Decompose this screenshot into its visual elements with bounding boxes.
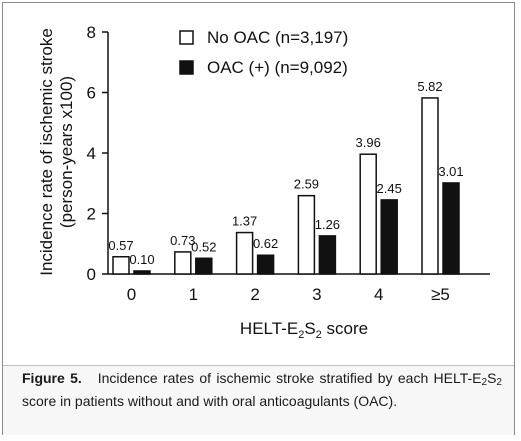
x-axis-label-sub2: 2: [316, 329, 322, 341]
data-label: 0.52: [191, 239, 216, 254]
caption-sub-1: 2: [481, 377, 488, 388]
data-label: 3.96: [356, 135, 381, 150]
y-tick-label: 0: [87, 265, 96, 284]
data-label: 5.82: [417, 79, 442, 94]
x-tick-label: 0: [127, 285, 136, 304]
bars: 0.570.10 0.730.52 1.37 0.62 2.59 1.26 3.96 2.45…: [108, 79, 464, 275]
bar-no-oac: [235, 231, 254, 275]
figure-label: Figure 5.: [22, 370, 82, 386]
bar-oac: [195, 257, 213, 275]
data-label: 2.45: [377, 181, 402, 196]
caption-text-3: score in patients without and with oral …: [22, 393, 398, 409]
bar-chart: 0 2 4 6 8 0 1 2 3 4 ≥5 0.570.10 0.730.52 1.37 0.62 2.…: [37, 23, 490, 341]
caption-text-2: S: [487, 370, 497, 386]
x-tick-label: 3: [312, 285, 321, 304]
legend: No OAC (n=3,197) OAC (+) (n=9,092): [179, 28, 348, 77]
data-label: 0.57: [108, 238, 133, 253]
caption-background: [3, 365, 514, 435]
data-label: 3.01: [438, 164, 463, 179]
x-axis: 0 1 2 3 4 ≥5: [108, 273, 490, 304]
bar-oac: [442, 182, 460, 275]
bar-no-oac: [421, 97, 439, 275]
figure-caption: Figure 5. Incidence rates of ischemic st…: [22, 369, 502, 411]
bar-oac: [318, 235, 337, 275]
x-tick-label: 2: [250, 285, 259, 304]
y-axis-label-line2: (person-years x100): [57, 76, 76, 228]
data-label: 1.37: [232, 214, 257, 229]
y-axis: 0 2 4 6 8: [87, 23, 109, 284]
x-axis-label-prefix: HELT-E: [240, 319, 298, 338]
caption-text-1: Incidence rates of ischemic stroke strat…: [97, 370, 482, 386]
y-tick-label: 8: [87, 23, 96, 42]
bar-no-oac: [297, 194, 316, 275]
bar-oac: [133, 270, 151, 275]
data-label: 2.59: [294, 177, 319, 192]
data-label: 0.10: [129, 252, 154, 267]
x-tick-label: ≥5: [431, 285, 450, 304]
bar-no-oac: [112, 256, 130, 275]
y-tick-label: 6: [87, 84, 96, 103]
bar-oac: [256, 254, 275, 275]
y-axis-label-line1: Incidence rate of ischemic stroke: [37, 28, 56, 276]
bar-no-oac: [359, 153, 377, 275]
y-tick-label: 4: [87, 144, 96, 163]
legend-swatch-oac: [179, 60, 194, 75]
bar-oac: [380, 199, 398, 275]
x-tick-label: 4: [374, 285, 383, 304]
x-axis-label-suffix: score: [322, 319, 368, 338]
bar-no-oac: [174, 251, 192, 275]
legend-swatch-no-oac: [179, 30, 194, 45]
legend-label-oac: OAC (+) (n=9,092): [207, 58, 348, 77]
data-label: 0.62: [253, 236, 278, 251]
y-tick-label: 2: [87, 205, 96, 224]
data-label: 0.73: [170, 233, 195, 248]
caption-sub-2: 2: [496, 377, 502, 388]
legend-label-no-oac: No OAC (n=3,197): [207, 28, 348, 47]
data-label: 1.26: [315, 217, 340, 232]
x-axis-label-mid: S: [304, 319, 315, 338]
x-tick-label: 1: [189, 285, 198, 304]
x-axis-label-sub1: 2: [298, 329, 304, 341]
x-axis-label: HELT-E2S2 score: [240, 319, 368, 341]
